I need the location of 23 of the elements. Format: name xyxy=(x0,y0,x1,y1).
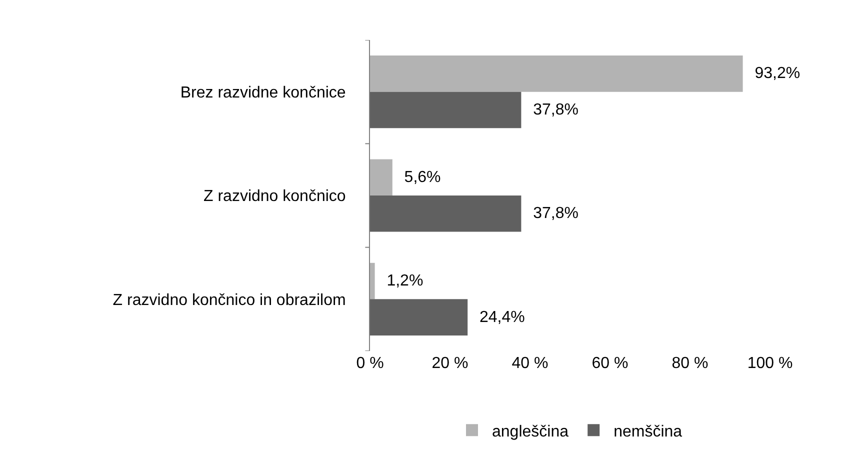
x-tick-label: 60 % xyxy=(592,355,628,372)
bar xyxy=(370,159,392,196)
bar xyxy=(370,56,743,92)
legend-label: nemščina xyxy=(614,423,682,440)
data-label: 37,8% xyxy=(524,101,578,118)
x-tick-label: 80 % xyxy=(672,355,708,372)
x-tick-label: 40 % xyxy=(512,355,548,372)
data-label: 5,6% xyxy=(395,168,441,186)
y-tick-label: Z razvidno končnico in obrazilom xyxy=(112,292,346,309)
data-label: 37,8% xyxy=(524,205,578,222)
y-tick-label: Z razvidno končnico xyxy=(204,188,346,206)
data-label: 1,2% xyxy=(378,272,424,290)
bar xyxy=(370,196,522,232)
x-tick-label: 100 % xyxy=(747,355,793,372)
legend-label: angleščina xyxy=(492,423,569,440)
bar xyxy=(370,92,522,128)
y-tick-label: Brez razvidne končnice xyxy=(180,84,346,102)
x-tick-label: 20 % xyxy=(432,355,468,372)
data-label: 93,2% xyxy=(746,65,800,82)
bar xyxy=(370,262,375,300)
data-label: 24,4% xyxy=(470,308,525,326)
x-tick-label: 0 % xyxy=(356,355,384,372)
bar xyxy=(370,299,468,336)
